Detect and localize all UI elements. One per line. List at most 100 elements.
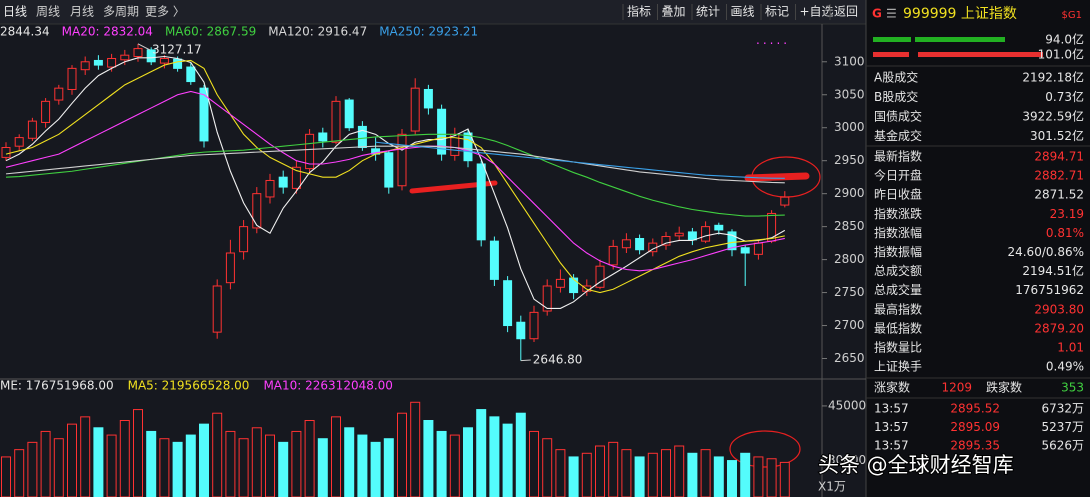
candle-body bbox=[291, 166, 301, 189]
volume-bar bbox=[251, 427, 262, 497]
candle-body bbox=[437, 108, 447, 155]
stat-label: 指数量比 bbox=[874, 340, 922, 355]
candle-body bbox=[265, 179, 275, 198]
tool-button[interactable]: 标记 bbox=[765, 5, 789, 19]
ma-legend: MA250: 2923.21 bbox=[379, 25, 478, 39]
volume-bar bbox=[304, 420, 315, 497]
stat-value: 0.49% bbox=[1046, 360, 1084, 374]
dots: ····· bbox=[756, 37, 790, 51]
bar-green bbox=[915, 37, 1005, 42]
panel-bg bbox=[866, 0, 1090, 497]
y-tick-label: 2700 bbox=[834, 318, 865, 332]
stat-value: 2192.18亿 bbox=[1022, 70, 1084, 85]
ma-legend: MA20: 2832.04 bbox=[62, 25, 153, 39]
ma-legend: MA120: 2916.47 bbox=[268, 25, 367, 39]
candle-body bbox=[1, 147, 11, 158]
candle-body bbox=[133, 48, 143, 58]
tab[interactable]: 更多 〉 bbox=[145, 5, 185, 19]
volume-bar bbox=[423, 420, 434, 497]
candle-body bbox=[397, 133, 407, 187]
candle-body bbox=[199, 87, 209, 142]
stat-label: 昨日收盘 bbox=[874, 187, 922, 202]
candle-body bbox=[661, 236, 671, 246]
candle-body bbox=[80, 61, 90, 71]
tool-button[interactable]: 统计 bbox=[696, 5, 720, 19]
volume-bar bbox=[700, 449, 711, 497]
candle-body bbox=[714, 224, 724, 231]
breadth-label: 涨家数 bbox=[874, 380, 910, 395]
volume-bar bbox=[133, 409, 143, 497]
candle-body bbox=[767, 212, 777, 242]
bar-value: 94.0亿 bbox=[1045, 32, 1084, 47]
candle-body bbox=[212, 285, 222, 333]
candle-body bbox=[344, 99, 354, 129]
stat-value: 2871.52 bbox=[1034, 188, 1084, 202]
volume-bar bbox=[568, 456, 579, 497]
candle-body bbox=[384, 152, 394, 188]
candle-body bbox=[27, 120, 37, 139]
stat-value: 2894.71 bbox=[1034, 150, 1084, 164]
tab[interactable]: 多周期 bbox=[103, 5, 139, 19]
tool-button[interactable]: 指标 bbox=[627, 4, 651, 19]
candle-body bbox=[120, 54, 130, 61]
stat-value: 2903.80 bbox=[1034, 302, 1084, 316]
volume-bar bbox=[397, 412, 407, 497]
volume-bar bbox=[93, 427, 104, 497]
ma-legend: 2844.34 bbox=[0, 25, 50, 39]
vol-legend: MA10: 226312048.00 bbox=[263, 379, 393, 393]
candle-body bbox=[463, 132, 473, 162]
hand-circle bbox=[729, 430, 801, 468]
volume-bar bbox=[515, 412, 526, 497]
candle-body bbox=[595, 265, 605, 288]
stat-label: 国债成交 bbox=[874, 109, 922, 124]
candle-body bbox=[278, 176, 288, 188]
tool-button[interactable]: 画线 bbox=[731, 5, 755, 19]
tool-button[interactable]: 叠加 bbox=[662, 5, 686, 19]
candle-body bbox=[41, 100, 51, 123]
stat-label: 最新指数 bbox=[874, 149, 922, 164]
tab[interactable]: 月线 bbox=[70, 5, 94, 19]
stat-label: B股成交 bbox=[874, 89, 918, 104]
candle-body bbox=[780, 196, 790, 206]
ma-line bbox=[5, 133, 785, 217]
stat-value: 301.52亿 bbox=[1030, 128, 1084, 143]
y-tick-label: 3050 bbox=[834, 87, 865, 101]
watermark: 头条 @全球财经智库 bbox=[818, 453, 1014, 477]
stat-label: A股成交 bbox=[874, 70, 918, 85]
stat-value: 2879.20 bbox=[1034, 321, 1084, 335]
stat-label: 总成交量 bbox=[874, 282, 922, 297]
stat-label: 指数涨幅 bbox=[874, 225, 922, 240]
y-tick-label: 3000 bbox=[834, 120, 865, 134]
y-tick-label: 2750 bbox=[834, 285, 865, 299]
candle-body bbox=[173, 58, 183, 69]
tool-button[interactable]: 返回 bbox=[834, 5, 858, 19]
low-label: 2646.80 bbox=[533, 353, 583, 367]
bar-value: 101.0亿 bbox=[1038, 47, 1084, 62]
volume-bar bbox=[436, 430, 447, 497]
y-tick-label: 2950 bbox=[834, 153, 865, 167]
menu-icon[interactable]: ☰ bbox=[886, 7, 897, 21]
candle-body bbox=[423, 88, 433, 109]
candle-body bbox=[252, 193, 262, 229]
trade-price: 2895.52 bbox=[950, 402, 1000, 416]
ma-line bbox=[5, 55, 786, 309]
tab[interactable]: 日线 bbox=[3, 5, 27, 19]
candle-body bbox=[159, 57, 169, 64]
tab[interactable]: 周线 bbox=[36, 5, 60, 19]
stat-value: 23.19 bbox=[1050, 207, 1084, 221]
pointer bbox=[137, 43, 151, 51]
volume-bar bbox=[14, 449, 25, 497]
volume-bar bbox=[27, 441, 38, 497]
candle-body bbox=[357, 125, 367, 149]
tool-button[interactable]: +自选 bbox=[800, 5, 834, 19]
ma-line bbox=[5, 90, 785, 272]
volume-bar bbox=[529, 430, 539, 497]
volume-bar bbox=[449, 434, 460, 497]
volume-bar bbox=[344, 427, 355, 497]
volume-bar bbox=[779, 461, 790, 497]
candle-body bbox=[701, 226, 711, 242]
volume-bar bbox=[661, 449, 671, 497]
pointer bbox=[520, 359, 531, 362]
trade-time: 13:57 bbox=[874, 420, 909, 434]
bar-green bbox=[873, 37, 911, 42]
